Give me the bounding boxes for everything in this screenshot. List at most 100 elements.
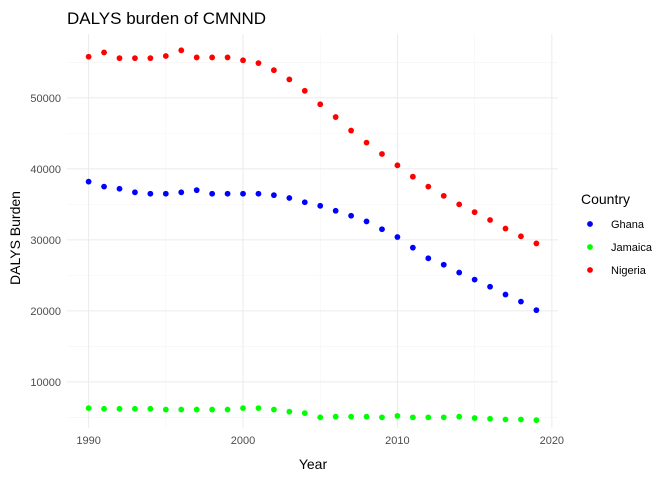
data-point [178,47,185,54]
data-point [456,269,463,276]
legend: Country Ghana Jamaica Nigeria [581,191,653,277]
data-point [363,139,370,146]
y-tick-label: 50000 [30,93,61,105]
data-point [193,187,200,194]
data-point [502,416,509,423]
data-point [101,405,107,412]
legend-label-jamaica: Jamaica [611,242,653,254]
data-point [101,49,107,56]
data-point [301,87,308,94]
data-point [240,57,246,64]
data-point [147,405,154,412]
data-point [147,55,154,62]
data-point [533,307,540,314]
data-point [409,173,416,180]
y-tick-label: 40000 [30,164,61,176]
data-point [240,405,246,412]
data-point [471,276,478,283]
data-point [209,190,216,197]
y-axis-title: DALYS Burden [7,191,23,285]
data-point [162,53,169,59]
data-point [147,190,154,197]
data-point [487,415,493,422]
data-point [132,55,138,62]
data-point [348,127,355,134]
data-point [286,76,293,83]
data-point [409,244,416,251]
x-tick-label: 1990 [76,435,100,447]
data-point [116,55,123,62]
data-point [487,283,493,290]
data-point [132,189,138,196]
data-point [255,60,262,67]
data-point [85,405,92,412]
data-point [224,190,231,197]
data-point [178,406,185,413]
data-point [286,408,293,415]
legend-key-jamaica [587,244,593,250]
data-point [394,162,401,169]
legend-key-nigeria [587,267,593,273]
legend-label-nigeria: Nigeria [611,265,647,277]
series-jamaica [85,405,540,424]
data-point [456,201,463,208]
data-point [332,207,339,214]
data-point [162,406,169,413]
data-point [533,240,540,247]
legend-key-ghana [587,221,593,227]
data-point [162,190,169,197]
x-tick-label: 2020 [540,435,564,447]
data-point [116,405,123,412]
y-tick-label: 30000 [30,235,61,247]
data-point [193,406,200,413]
data-point [85,53,92,60]
data-point [440,192,447,199]
data-point [317,414,324,421]
data-point [363,218,370,225]
x-tick-label: 2000 [231,435,255,447]
data-point [425,255,432,262]
data-point [286,195,293,201]
data-points [85,47,540,424]
x-axis-title: Year [299,456,328,472]
data-point [394,413,401,419]
data-point [301,410,308,416]
chart-title: DALYS burden of CMNND [67,9,266,28]
data-point [533,417,540,424]
y-tick-label: 20000 [30,306,61,318]
data-point [332,114,339,120]
data-point [270,192,277,199]
data-point [132,405,138,412]
legend-items: Ghana Jamaica Nigeria [587,219,653,277]
data-point [518,233,524,240]
series-nigeria [85,47,540,247]
data-point [101,183,107,190]
y-tick-label: 10000 [30,377,61,389]
data-point [224,406,231,413]
data-point [255,405,262,412]
data-point [379,151,385,157]
x-tick-label: 2010 [385,435,409,447]
data-point [193,54,200,61]
data-point [317,101,324,108]
data-point [379,414,385,421]
data-point [471,415,478,421]
data-point [270,67,277,74]
data-point [348,212,355,219]
data-point [425,183,432,190]
data-point [487,217,493,223]
data-point [270,406,277,413]
legend-title: Country [581,191,630,207]
data-point [502,291,509,298]
data-point [425,414,432,421]
data-point [85,178,92,185]
data-point [456,413,463,420]
data-point [363,413,370,420]
y-axis-ticks: 10000 20000 30000 40000 50000 [30,93,61,389]
data-point [209,54,216,61]
data-point [502,225,509,232]
data-point [317,202,324,209]
legend-label-ghana: Ghana [611,219,645,231]
data-point [116,185,123,192]
